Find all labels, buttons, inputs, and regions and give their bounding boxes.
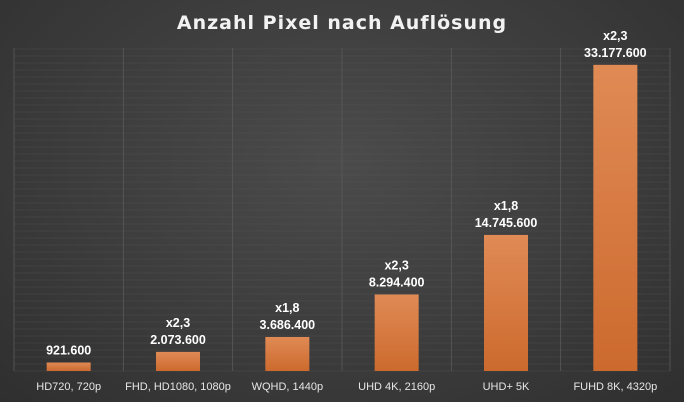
x-tick-label-1: HD720, 720p [36, 381, 101, 393]
factor-label-2: x2,3 [166, 316, 190, 330]
chart-title: Anzahl Pixel nach Auflösung [176, 12, 508, 34]
factor-label-6: x2,3 [603, 29, 627, 43]
x-tick-label-3: WQHD, 1440p [252, 381, 324, 393]
bar-4 [374, 294, 419, 371]
x-tick-label-5: UHD+ 5K [483, 381, 530, 393]
x-tick-label-2: FHD, HD1080, 1080p [125, 381, 231, 393]
factor-label-4: x2,3 [384, 258, 408, 272]
x-tick-label-6: FUHD 8K, 4320p [573, 381, 657, 393]
bar-5 [484, 234, 528, 371]
value-label-2: 2.073.600 [150, 333, 206, 347]
value-label-3: 3.686.400 [260, 318, 316, 332]
bar-3 [265, 336, 310, 371]
factor-label-3: x1,8 [275, 301, 299, 315]
bar-6 [593, 64, 638, 371]
grid [13, 48, 671, 372]
value-label-1: 921.600 [46, 343, 91, 357]
x-tick-label-4: UHD 4K, 2160p [358, 381, 435, 393]
bar-1 [46, 362, 91, 371]
factor-label-5: x1,8 [494, 199, 518, 213]
value-label-5: 14.745.600 [475, 216, 538, 230]
value-label-6: 33.177.600 [584, 46, 647, 60]
bar-2 [156, 351, 200, 371]
value-label-4: 8.294.400 [369, 275, 425, 289]
